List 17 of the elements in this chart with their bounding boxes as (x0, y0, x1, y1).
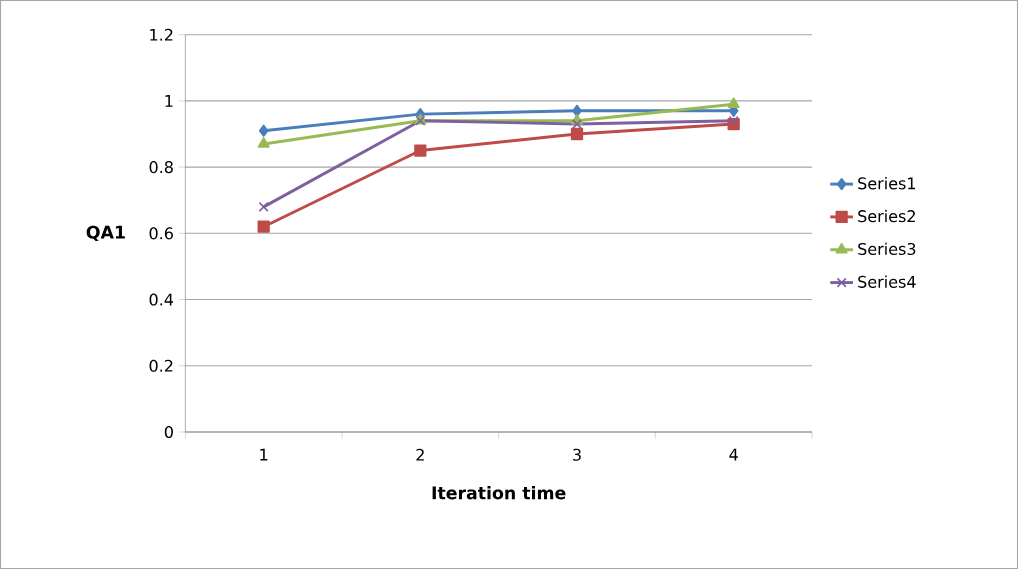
x-tick-label: 4 (729, 448, 738, 461)
y-tick-label: 0.8 (149, 161, 173, 174)
y-tick-label: 0.2 (149, 359, 173, 372)
y-tick-label: 0.4 (149, 293, 174, 306)
legend-label: Series2 (858, 209, 915, 223)
legend-label: Series4 (858, 275, 916, 288)
x-axis-title: Iteration time (432, 485, 566, 500)
y-tick-label: 0 (164, 425, 173, 439)
y-axis-title: QA1 (86, 225, 125, 242)
legend-label: Series3 (858, 242, 916, 256)
legend-label: Series1 (858, 177, 916, 190)
y-tick-label: 1 (165, 95, 173, 107)
x-tick-label: 2 (416, 448, 424, 461)
x-tick-label: 3 (573, 448, 581, 461)
x-tick-label: 1 (260, 448, 268, 461)
y-tick-label: 1.2 (150, 28, 173, 41)
y-tick-label: 0.6 (149, 227, 173, 240)
